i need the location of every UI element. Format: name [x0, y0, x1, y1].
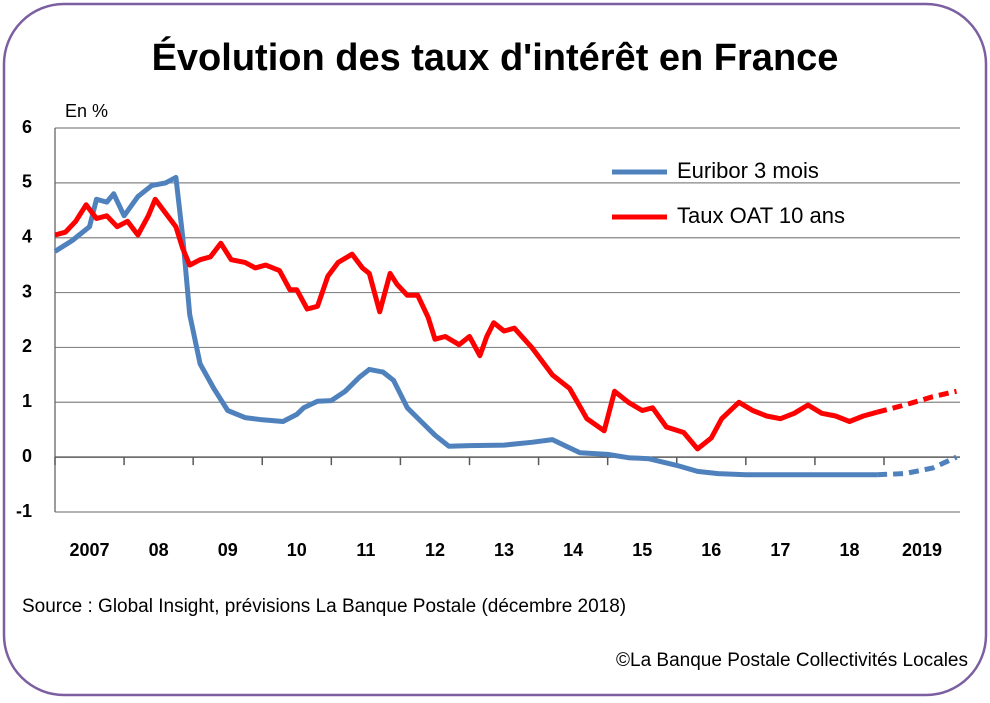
x-tick-label: 15 [632, 540, 652, 560]
x-tick-label: 17 [770, 540, 790, 560]
y-tick-label: 1 [22, 391, 32, 411]
x-tick-label: 12 [425, 540, 445, 560]
chart-title: Évolution des taux d'intérêt en France [152, 35, 839, 79]
x-tick-label: 10 [287, 540, 307, 560]
x-tick-label: 13 [494, 540, 514, 560]
x-tick-label: 14 [563, 540, 583, 560]
series-line [54, 196, 878, 452]
legend-label: Taux OAT 10 ans [677, 203, 845, 228]
x-tick-label: 09 [218, 540, 238, 560]
x-tick-label: 2007 [70, 540, 110, 560]
y-tick-label: -1 [16, 501, 32, 521]
y-unit: En % [65, 101, 108, 121]
forecast-line [877, 454, 958, 478]
y-tick-label: 6 [22, 117, 32, 137]
forecast-line [876, 388, 958, 415]
copyright: ©La Banque Postale Collectivités Locales [616, 650, 968, 671]
series-line [53, 174, 878, 478]
source: Source : Global Insight, prévisions La B… [22, 596, 626, 617]
y-tick-label: 2 [22, 336, 32, 356]
x-tick-label: 18 [839, 540, 859, 560]
y-tick-label: 4 [22, 226, 32, 246]
y-tick-label: 0 [22, 446, 32, 466]
x-tick-label: 16 [701, 540, 721, 560]
x-tick-label: 08 [149, 540, 169, 560]
x-tick-label: 2019 [902, 540, 942, 560]
legend-label: Euribor 3 mois [677, 158, 819, 183]
y-tick-label: 5 [22, 172, 32, 192]
y-tick-label: 3 [22, 281, 32, 301]
x-tick-label: 11 [356, 540, 375, 560]
